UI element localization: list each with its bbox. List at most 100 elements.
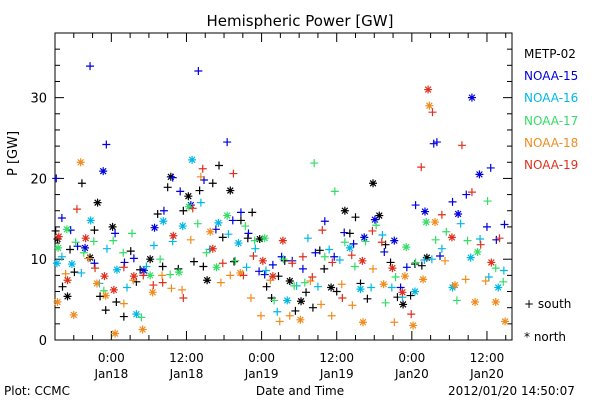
point-south: [325, 245, 334, 254]
point-north: [451, 281, 460, 290]
point-south: [402, 263, 411, 272]
point-north: [398, 288, 407, 297]
point-south: [308, 303, 317, 312]
point-south: [411, 201, 420, 210]
point-south: [119, 263, 128, 272]
plot-frame: [54, 32, 513, 341]
point-south: [495, 234, 504, 243]
point-south: [251, 244, 260, 253]
point-south: [156, 255, 165, 264]
point-south: [256, 311, 265, 320]
point-south: [198, 164, 207, 173]
plot-credit: Plot: CCMC: [4, 384, 70, 398]
point-south: [194, 66, 203, 75]
point-north: [410, 287, 419, 296]
point-north: [226, 186, 235, 195]
point-south: [230, 257, 239, 266]
point-south: [491, 264, 500, 273]
point-south: [193, 219, 202, 228]
point-south: [243, 234, 252, 243]
point-north: [420, 207, 429, 216]
point-south: [279, 255, 288, 264]
point-south: [320, 264, 329, 273]
point-south: [361, 237, 370, 246]
point-south: [223, 138, 232, 147]
point-south: [261, 266, 270, 275]
plot-timestamp: 2012/01/20 14:50:07: [448, 384, 575, 398]
x-tick-label-date: Jan18: [93, 367, 128, 381]
point-north: [296, 315, 305, 324]
point-north: [345, 243, 354, 252]
point-south: [427, 255, 436, 264]
point-north: [491, 298, 500, 307]
point-south: [315, 246, 324, 255]
point-south: [84, 254, 93, 263]
point-south: [73, 242, 82, 251]
point-south: [179, 206, 188, 215]
point-north: [146, 255, 155, 264]
point-south: [320, 252, 329, 261]
x-tick-label-time: 0:00: [98, 351, 125, 365]
legend-entry-noaa-16: NOAA-16: [524, 91, 579, 106]
point-south: [302, 288, 311, 297]
point-north: [236, 268, 245, 277]
point-south: [448, 197, 457, 206]
point-north: [359, 318, 368, 327]
legend-entry-metp-02: METP-02: [524, 47, 576, 61]
point-south: [428, 108, 437, 117]
point-north: [422, 218, 431, 227]
point-south: [57, 252, 66, 261]
point-north: [447, 233, 456, 242]
point-north: [424, 85, 433, 94]
point-south: [484, 272, 493, 281]
point-south: [482, 222, 491, 231]
point-north: [69, 310, 78, 319]
point-south: [236, 208, 245, 217]
point-south: [335, 256, 344, 265]
point-south: [340, 238, 349, 247]
point-north: [92, 279, 101, 288]
y-tick-label: 0: [39, 334, 47, 349]
point-south: [340, 228, 349, 237]
point-south: [70, 268, 79, 277]
point-south: [330, 187, 339, 196]
point-south: [91, 264, 100, 273]
point-south: [195, 186, 204, 195]
point-south: [158, 271, 167, 280]
point-south: [441, 256, 450, 265]
point-north: [174, 268, 183, 277]
x-tick-label-time: 12:00: [319, 351, 354, 365]
point-south: [317, 300, 326, 309]
point-south: [467, 188, 476, 197]
point-south: [345, 229, 354, 238]
point-south: [159, 206, 168, 215]
point-south: [368, 226, 377, 235]
point-south: [101, 306, 110, 315]
point-south: [369, 264, 378, 273]
x-tick-label-date: Jan20: [394, 367, 429, 381]
point-north: [223, 211, 232, 220]
point-south: [242, 263, 251, 272]
point-south: [280, 256, 289, 265]
point-north: [268, 272, 277, 281]
point-north: [150, 223, 159, 232]
point-south: [378, 230, 387, 239]
point-south: [463, 236, 472, 245]
point-north: [234, 239, 243, 248]
point-south: [260, 270, 269, 279]
point-south: [437, 244, 446, 253]
point-south: [291, 306, 300, 315]
point-south: [149, 241, 158, 250]
point-south: [367, 283, 376, 292]
point-south: [186, 235, 195, 244]
point-south: [431, 235, 440, 244]
point-north: [369, 179, 378, 188]
point-south: [77, 268, 86, 277]
axes-frame: [54, 32, 513, 341]
point-north: [379, 280, 388, 289]
point-south: [313, 282, 322, 291]
point-south: [417, 163, 426, 172]
point-south: [188, 204, 197, 213]
point-north: [148, 288, 157, 297]
point-south: [442, 227, 451, 236]
